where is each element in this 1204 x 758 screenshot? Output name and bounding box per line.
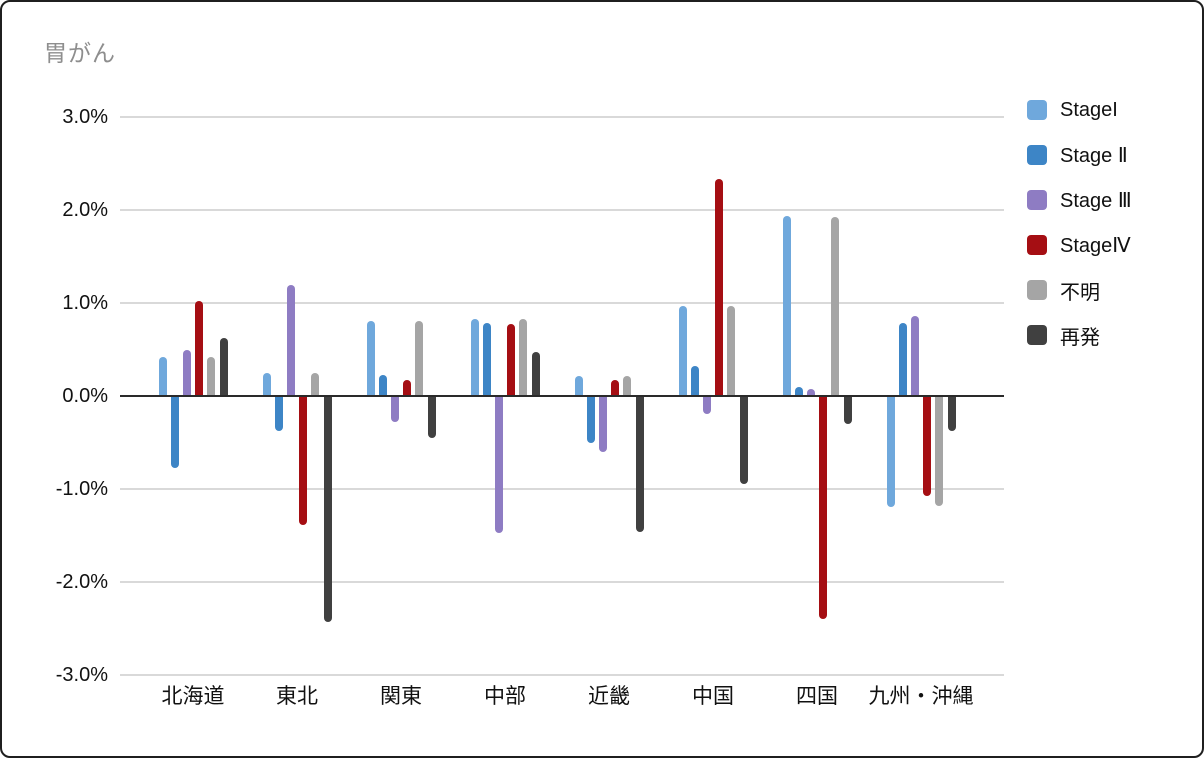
bar-stage3-2 <box>286 285 295 396</box>
bar-stage4-1 <box>195 301 204 396</box>
legend-item-unknown: 不明 <box>1027 278 1187 304</box>
gridline <box>120 674 1004 676</box>
bar-stage2-8 <box>898 322 907 396</box>
bar-stage4-4 <box>507 324 516 396</box>
y-axis-tick-label: 2.0% <box>62 199 108 221</box>
x-axis-category-label: 中国 <box>692 685 734 708</box>
legend-item-stage1: StageI <box>1027 98 1187 122</box>
legend-label-recurrence: 再発 <box>1060 326 1100 349</box>
bar-unknown-8 <box>935 396 944 506</box>
x-axis-category-label: 九州・沖縄 <box>868 685 974 708</box>
legend-label-stage3: Stage Ⅲ <box>1060 189 1132 212</box>
bar-stage1-5 <box>574 376 583 396</box>
bar-recurrence-1 <box>219 338 228 396</box>
bar-stage4-2 <box>299 396 308 526</box>
legend-swatch-icon <box>1027 145 1047 165</box>
bar-stage1-4 <box>470 318 479 396</box>
legend-swatch-icon <box>1027 235 1047 255</box>
bar-recurrence-5 <box>635 396 644 532</box>
bar-recurrence-3 <box>427 396 436 438</box>
bar-stage1-3 <box>366 320 375 396</box>
gridline <box>120 488 1004 490</box>
x-axis-category-label: 近畿 <box>588 685 630 708</box>
plot-area <box>120 116 1004 676</box>
bar-recurrence-7 <box>843 396 852 424</box>
x-axis-category-label: 中部 <box>484 685 526 708</box>
legend-swatch-icon <box>1027 325 1047 345</box>
bar-unknown-4 <box>519 318 528 396</box>
legend-item-stage4: StageⅣ <box>1027 233 1187 257</box>
bar-stage1-1 <box>158 356 167 396</box>
legend: StageI Stage Ⅱ Stage Ⅲ StageⅣ 不明再発 <box>1027 98 1187 368</box>
y-axis-tick-label: -3.0% <box>55 664 108 686</box>
bar-stage1-7 <box>782 215 791 396</box>
legend-swatch-icon <box>1027 190 1047 210</box>
y-axis-tick-label: 3.0% <box>62 106 108 128</box>
x-axis-category-label: 四国 <box>796 685 838 708</box>
bar-stage3-3 <box>390 396 399 423</box>
bar-recurrence-8 <box>947 396 956 432</box>
bar-unknown-1 <box>207 356 216 396</box>
legend-label-stage2: Stage Ⅱ <box>1060 144 1128 167</box>
legend-item-stage3: Stage Ⅲ <box>1027 188 1187 212</box>
bar-recurrence-4 <box>531 352 540 396</box>
bar-unknown-5 <box>623 376 632 396</box>
bar-stage2-4 <box>482 322 491 396</box>
bar-stage3-1 <box>182 350 191 396</box>
bar-stage1-6 <box>678 305 687 396</box>
x-axis-category-label: 北海道 <box>161 685 225 708</box>
legend-swatch-icon <box>1027 100 1047 120</box>
bar-stage3-6 <box>702 396 711 414</box>
gridline <box>120 581 1004 583</box>
legend-item-recurrence: 再発 <box>1027 323 1187 349</box>
bar-stage3-5 <box>598 396 607 452</box>
bar-stage4-5 <box>611 380 620 396</box>
legend-item-stage2: Stage Ⅱ <box>1027 143 1187 167</box>
x-axis-category-label: 関東 <box>380 685 422 708</box>
bar-recurrence-2 <box>323 396 332 622</box>
bar-recurrence-6 <box>739 396 748 485</box>
bar-stage2-5 <box>586 396 595 444</box>
bar-unknown-3 <box>415 320 424 396</box>
bar-stage4-6 <box>715 179 724 396</box>
legend-label-unknown: 不明 <box>1060 281 1100 304</box>
legend-label-stage4: StageⅣ <box>1060 234 1131 257</box>
bar-stage1-8 <box>886 396 895 507</box>
bar-stage1-2 <box>262 372 271 396</box>
y-axis-tick-label: -2.0% <box>55 571 108 593</box>
bar-unknown-7 <box>831 217 840 396</box>
bar-unknown-6 <box>727 305 736 396</box>
bar-stage3-7 <box>806 389 815 396</box>
bar-stage4-3 <box>403 380 412 396</box>
gridline <box>120 209 1004 211</box>
legend-swatch-icon <box>1027 280 1047 300</box>
bar-stage3-4 <box>494 396 503 533</box>
bar-stage2-3 <box>378 374 387 396</box>
bar-unknown-2 <box>311 372 320 396</box>
bar-stage4-7 <box>819 396 828 620</box>
chart-title: 胃がん <box>44 40 116 66</box>
y-axis-tick-label: 1.0% <box>62 292 108 314</box>
bar-stage2-1 <box>170 396 179 468</box>
bar-stage2-6 <box>690 366 699 396</box>
gridline <box>120 116 1004 118</box>
bar-stage2-7 <box>794 386 803 396</box>
bar-stage4-8 <box>923 396 932 497</box>
zero-baseline <box>120 395 1004 397</box>
y-axis-tick-label: 0.0% <box>62 385 108 407</box>
x-axis-category-label: 東北 <box>276 685 318 708</box>
legend-label-stage1: StageI <box>1060 98 1118 121</box>
gridline <box>120 302 1004 304</box>
y-axis-tick-label: -1.0% <box>55 478 108 500</box>
bar-stage2-2 <box>274 396 283 432</box>
bar-stage3-8 <box>910 316 919 396</box>
